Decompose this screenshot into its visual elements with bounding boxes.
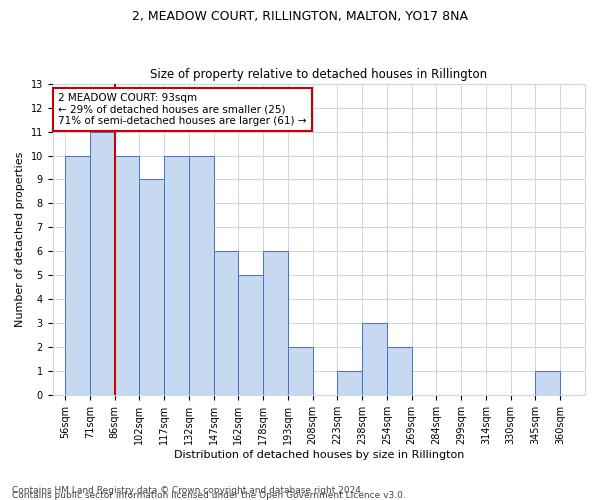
Text: 2 MEADOW COURT: 93sqm
← 29% of detached houses are smaller (25)
71% of semi-deta: 2 MEADOW COURT: 93sqm ← 29% of detached … [58, 93, 307, 126]
Bar [387, 348, 412, 396]
Text: 2, MEADOW COURT, RILLINGTON, MALTON, YO17 8NA: 2, MEADOW COURT, RILLINGTON, MALTON, YO1… [132, 10, 468, 23]
Title: Size of property relative to detached houses in Rillington: Size of property relative to detached ho… [150, 68, 487, 81]
Bar [214, 252, 238, 396]
Bar [362, 324, 387, 396]
Bar [535, 372, 560, 396]
Bar [65, 156, 90, 396]
Text: Contains public sector information licensed under the Open Government Licence v3: Contains public sector information licen… [12, 491, 406, 500]
Bar [90, 132, 115, 396]
Bar [288, 348, 313, 396]
Bar [139, 180, 164, 396]
Bar [337, 372, 362, 396]
Bar [238, 276, 263, 396]
Bar [115, 156, 139, 396]
Bar [164, 156, 189, 396]
Bar [189, 156, 214, 396]
X-axis label: Distribution of detached houses by size in Rillington: Distribution of detached houses by size … [173, 450, 464, 460]
Text: Contains HM Land Registry data © Crown copyright and database right 2024.: Contains HM Land Registry data © Crown c… [12, 486, 364, 495]
Y-axis label: Number of detached properties: Number of detached properties [15, 152, 25, 327]
Bar [263, 252, 288, 396]
